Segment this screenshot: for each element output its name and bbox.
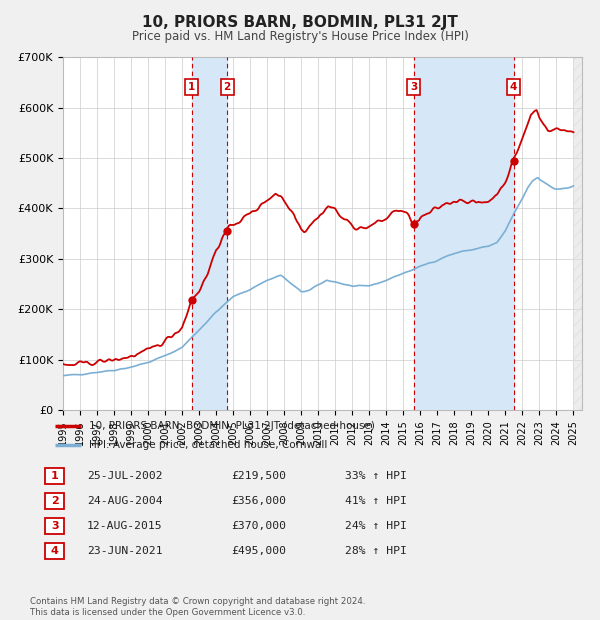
Text: 2: 2 bbox=[224, 82, 231, 92]
Text: 24% ↑ HPI: 24% ↑ HPI bbox=[345, 521, 407, 531]
Text: 3: 3 bbox=[410, 82, 418, 92]
Text: 1: 1 bbox=[188, 82, 195, 92]
Text: £356,000: £356,000 bbox=[231, 496, 286, 506]
Text: £495,000: £495,000 bbox=[231, 546, 286, 556]
Text: 4: 4 bbox=[510, 82, 517, 92]
Text: HPI: Average price, detached house, Cornwall: HPI: Average price, detached house, Corn… bbox=[89, 440, 327, 450]
Text: 4: 4 bbox=[51, 546, 59, 556]
Text: Contains HM Land Registry data © Crown copyright and database right 2024.
This d: Contains HM Land Registry data © Crown c… bbox=[30, 598, 365, 617]
Bar bbox=[414, 57, 514, 410]
Text: 10, PRIORS BARN, BODMIN, PL31 2JT (detached house): 10, PRIORS BARN, BODMIN, PL31 2JT (detac… bbox=[89, 422, 375, 432]
FancyBboxPatch shape bbox=[46, 518, 64, 534]
Text: 10, PRIORS BARN, BODMIN, PL31 2JT: 10, PRIORS BARN, BODMIN, PL31 2JT bbox=[142, 16, 458, 30]
Text: £370,000: £370,000 bbox=[231, 521, 286, 531]
Text: 33% ↑ HPI: 33% ↑ HPI bbox=[345, 471, 407, 481]
Text: 12-AUG-2015: 12-AUG-2015 bbox=[87, 521, 163, 531]
Text: £219,500: £219,500 bbox=[231, 471, 286, 481]
Text: 3: 3 bbox=[51, 521, 59, 531]
Text: 41% ↑ HPI: 41% ↑ HPI bbox=[345, 496, 407, 506]
FancyBboxPatch shape bbox=[46, 493, 64, 509]
Text: 25-JUL-2002: 25-JUL-2002 bbox=[87, 471, 163, 481]
Text: 24-AUG-2004: 24-AUG-2004 bbox=[87, 496, 163, 506]
Bar bbox=[574, 57, 582, 410]
Text: 28% ↑ HPI: 28% ↑ HPI bbox=[345, 546, 407, 556]
Text: 2: 2 bbox=[51, 496, 59, 506]
FancyBboxPatch shape bbox=[46, 542, 64, 559]
Bar bbox=[191, 57, 227, 410]
Text: Price paid vs. HM Land Registry's House Price Index (HPI): Price paid vs. HM Land Registry's House … bbox=[131, 30, 469, 43]
FancyBboxPatch shape bbox=[46, 468, 64, 484]
Text: 23-JUN-2021: 23-JUN-2021 bbox=[87, 546, 163, 556]
Text: 1: 1 bbox=[51, 471, 59, 481]
